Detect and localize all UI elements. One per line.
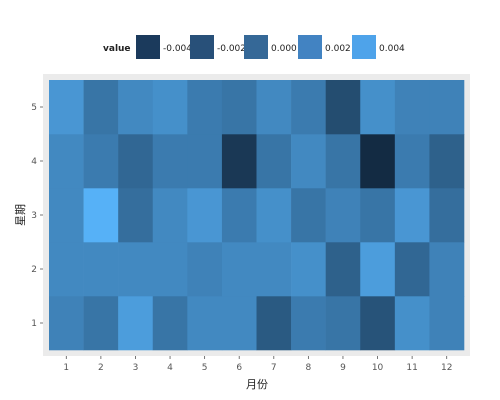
heatmap-cells bbox=[49, 80, 465, 351]
legend: value -0.004 -0.002 0.000 0.002 0.004 bbox=[103, 35, 405, 59]
x-tick-label: 12 bbox=[441, 363, 452, 373]
heatmap-cell bbox=[49, 296, 84, 351]
heatmap-cell bbox=[118, 188, 154, 243]
legend-swatch bbox=[298, 35, 322, 59]
heatmap-cell bbox=[394, 188, 430, 243]
heatmap-cell bbox=[83, 188, 119, 243]
heatmap-cell bbox=[291, 134, 326, 189]
heatmap-cell bbox=[325, 188, 361, 243]
heatmap-cell bbox=[325, 242, 361, 297]
heatmap-cell bbox=[429, 242, 465, 297]
heatmap-cell bbox=[360, 188, 396, 243]
heatmap-cell bbox=[83, 296, 119, 351]
x-tick-label: 7 bbox=[271, 363, 277, 373]
heatmap-cell bbox=[187, 242, 223, 297]
heatmap-cell bbox=[152, 80, 188, 135]
y-tick-label: 1 bbox=[31, 319, 37, 329]
y-tick-label: 2 bbox=[31, 265, 37, 275]
legend-swatch bbox=[190, 35, 214, 59]
heatmap-cell bbox=[221, 134, 257, 189]
legend-swatch bbox=[352, 35, 376, 59]
heatmap-cell bbox=[221, 80, 257, 135]
heatmap-cell bbox=[256, 80, 292, 135]
heatmap-cell bbox=[291, 296, 326, 351]
heatmap-cell bbox=[360, 296, 396, 351]
heatmap-cell bbox=[83, 242, 119, 297]
heatmap-cell bbox=[118, 296, 154, 351]
x-tick-label: 6 bbox=[236, 363, 242, 373]
heatmap-cell bbox=[49, 242, 84, 297]
heatmap-cell bbox=[187, 296, 223, 351]
legend-swatch bbox=[244, 35, 268, 59]
heatmap-cell bbox=[187, 134, 223, 189]
heatmap-cell bbox=[325, 296, 361, 351]
heatmap-cell bbox=[360, 134, 396, 189]
x-tick-label: 5 bbox=[202, 363, 208, 373]
heatmap-cell bbox=[429, 188, 465, 243]
y-tick-label: 3 bbox=[31, 211, 37, 221]
heatmap-cell bbox=[256, 188, 292, 243]
x-tick-label: 8 bbox=[306, 363, 312, 373]
x-tick-label: 9 bbox=[340, 363, 346, 373]
x-tick-label: 11 bbox=[406, 363, 417, 373]
heatmap-cell bbox=[394, 134, 430, 189]
heatmap-cell bbox=[49, 134, 84, 189]
legend-label: -0.004 bbox=[163, 44, 192, 54]
heatmap-cell bbox=[152, 242, 188, 297]
heatmap-cell bbox=[118, 134, 154, 189]
heatmap-cell bbox=[152, 134, 188, 189]
heatmap-cell bbox=[256, 242, 292, 297]
heatmap-cell bbox=[429, 296, 465, 351]
heatmap-cell bbox=[429, 134, 465, 189]
y-tick-label: 4 bbox=[31, 157, 37, 167]
heatmap-cell bbox=[187, 80, 223, 135]
heatmap-cell bbox=[256, 296, 292, 351]
x-tick-label: 10 bbox=[372, 363, 384, 373]
heatmap-cell bbox=[118, 80, 154, 135]
heatmap-cell bbox=[118, 242, 154, 297]
heatmap-cell bbox=[221, 188, 257, 243]
x-axis-ticks: 1 2 3 4 5 6 7 8 9 10 11 12 bbox=[63, 356, 452, 373]
legend-title: value bbox=[103, 44, 131, 54]
heatmap-cell bbox=[325, 80, 361, 135]
heatmap-cell bbox=[360, 80, 396, 135]
heatmap-cell bbox=[83, 80, 119, 135]
heatmap-cell bbox=[49, 80, 84, 135]
legend-label: 0.002 bbox=[325, 44, 351, 54]
heatmap-cell bbox=[49, 188, 84, 243]
heatmap-cell bbox=[291, 188, 326, 243]
x-tick-label: 2 bbox=[98, 363, 104, 373]
heatmap-cell bbox=[325, 134, 361, 189]
heatmap-cell bbox=[291, 242, 326, 297]
heatmap-cell bbox=[152, 296, 188, 351]
heatmap-cell bbox=[291, 80, 326, 135]
heatmap-cell bbox=[429, 80, 465, 135]
heatmap-cell bbox=[394, 242, 430, 297]
y-axis-ticks: 1 2 3 4 5 bbox=[31, 103, 43, 329]
heatmap-cell bbox=[394, 80, 430, 135]
heatmap-cell bbox=[360, 242, 396, 297]
heatmap-cell bbox=[394, 296, 430, 351]
heatmap-cell bbox=[83, 134, 119, 189]
legend-label: -0.002 bbox=[217, 44, 246, 54]
legend-swatch bbox=[136, 35, 160, 59]
heatmap-cell bbox=[187, 188, 223, 243]
x-tick-label: 4 bbox=[167, 363, 173, 373]
legend-label: 0.004 bbox=[379, 44, 405, 54]
legend-label: 0.000 bbox=[271, 44, 297, 54]
heatmap-cell bbox=[256, 134, 292, 189]
heatmap-cell bbox=[152, 188, 188, 243]
heatmap-cell bbox=[221, 242, 257, 297]
x-tick-label: 3 bbox=[133, 363, 139, 373]
y-axis-title: 星期 bbox=[14, 204, 27, 226]
x-tick-label: 1 bbox=[63, 363, 69, 373]
x-axis-title: 月份 bbox=[246, 378, 268, 391]
y-tick-label: 5 bbox=[31, 103, 37, 113]
heatmap-cell bbox=[221, 296, 257, 351]
